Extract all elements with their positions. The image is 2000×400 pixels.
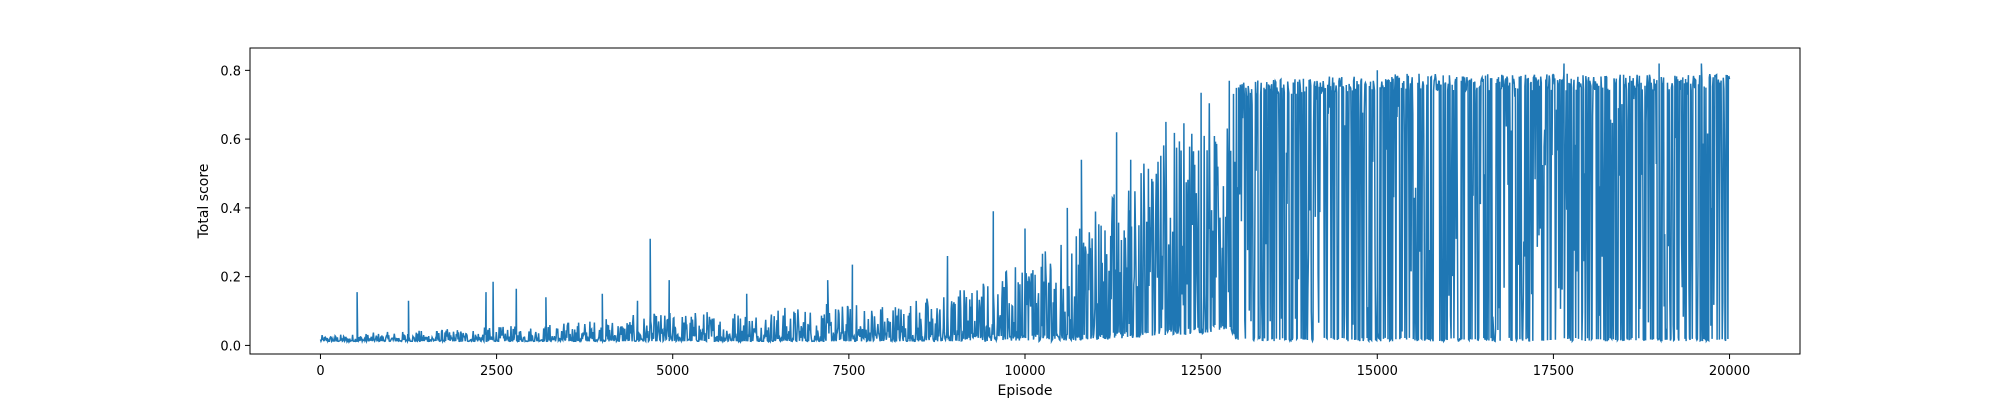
y-tick-label: 0.4 [220,202,241,217]
plot-area [319,63,1731,345]
y-tick-label: 0.2 [220,271,241,286]
x-axis-label: Episode [998,383,1053,399]
x-tick-label: 17500 [1533,364,1574,379]
x-axis: 0 2500 5000 7500 10000 12500 15000 17500 20000 [316,354,1750,379]
x-tick-label: 0 [316,364,324,379]
x-tick-label: 2500 [480,364,513,379]
x-tick-label: 5000 [656,364,689,379]
x-tick-label: 10000 [1004,364,1045,379]
y-axis: 0.0 0.2 0.4 0.6 0.8 [220,64,250,354]
x-tick-label: 12500 [1180,364,1221,379]
x-tick-label: 15000 [1357,364,1398,379]
y-tick-label: 0.8 [220,64,241,79]
series-line [319,63,1731,345]
x-tick-label: 7500 [832,364,865,379]
x-tick-label: 20000 [1709,364,1750,379]
y-tick-label: 0.6 [220,133,241,148]
y-tick-label: 0.0 [220,339,241,354]
y-axis-label: Total score [196,164,212,240]
